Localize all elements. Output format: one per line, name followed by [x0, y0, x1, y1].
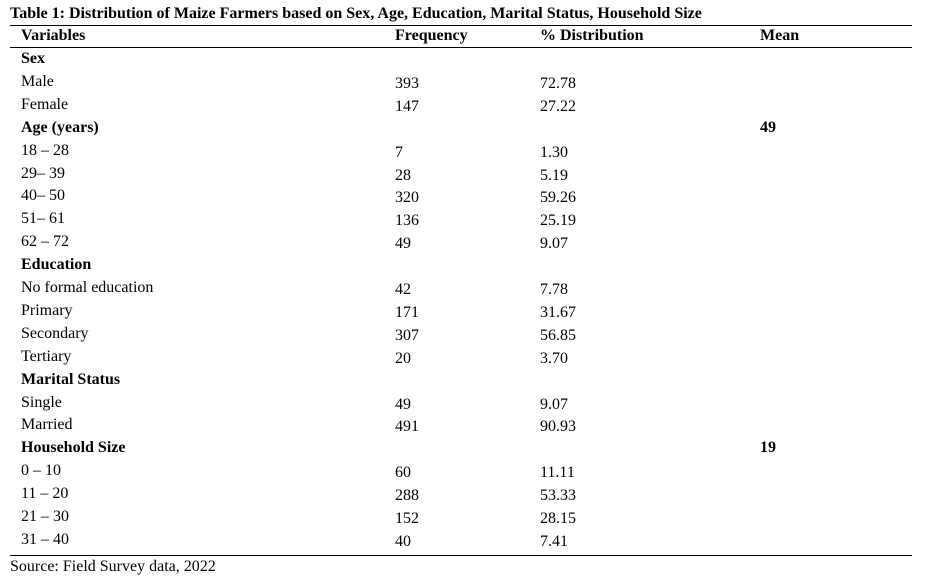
row-label: Household Size: [21, 439, 126, 457]
row-label: Sex: [21, 50, 45, 67]
row-frequency: 28: [395, 166, 411, 184]
table-row: 29– 39 28 5.19: [0, 165, 930, 188]
row-label: 62 – 72: [21, 233, 69, 251]
row-label: 11 – 20: [21, 485, 69, 503]
table-row: Tertiary 20 3.70: [0, 348, 930, 371]
row-frequency: 42: [395, 281, 411, 298]
row-distribution: 1.30: [540, 143, 568, 161]
row-distribution: 28.15: [540, 510, 576, 527]
row-frequency: 40: [395, 532, 411, 550]
group-row: Sex: [0, 50, 930, 73]
table-bottom-rule: [10, 555, 912, 556]
row-label: 18 – 28: [21, 141, 69, 159]
table-row: Male 393 72.78: [0, 73, 930, 96]
table-title: Table 1: Distribution of Maize Farmers b…: [10, 5, 702, 22]
row-distribution: 31.67: [540, 303, 576, 321]
row-distribution: 90.93: [540, 418, 576, 436]
row-frequency: 147: [395, 97, 419, 115]
row-label: 40– 50: [21, 187, 65, 205]
row-label: 0 – 10: [21, 462, 61, 480]
row-label: No formal education: [21, 279, 154, 296]
row-frequency: 307: [395, 326, 419, 344]
row-distribution: 7.78: [540, 281, 568, 298]
table-row: Married 491 90.93: [0, 416, 930, 439]
row-distribution: 7.41: [540, 532, 568, 550]
row-label: Single: [21, 393, 62, 411]
group-row: Household Size 19: [0, 439, 930, 462]
table-row: No formal education 42 7.78: [0, 279, 930, 302]
row-distribution: 72.78: [540, 74, 576, 92]
table-row: Primary 171 31.67: [0, 302, 930, 325]
table-row: 31 – 40 40 7.41: [0, 531, 930, 554]
table-row: Single 49 9.07: [0, 394, 930, 417]
table-row: Secondary 307 56.85: [0, 325, 930, 348]
row-distribution: 59.26: [540, 189, 576, 207]
table-row: 62 – 72 49 9.07: [0, 233, 930, 256]
table-row: 51– 61 136 25.19: [0, 210, 930, 233]
row-frequency: 49: [395, 235, 411, 253]
row-label: Age (years): [21, 118, 99, 136]
row-frequency: 152: [395, 510, 419, 527]
table-row: Female 147 27.22: [0, 96, 930, 119]
row-frequency: 136: [395, 212, 419, 230]
header-mean: Mean: [760, 27, 800, 44]
row-frequency: 20: [395, 349, 411, 367]
group-row: Age (years) 49: [0, 119, 930, 142]
row-distribution: 9.07: [540, 395, 568, 413]
row-distribution: 9.07: [540, 235, 568, 253]
row-label: Male: [21, 72, 54, 90]
row-distribution: 3.70: [540, 349, 568, 367]
row-label: Primary: [21, 301, 73, 319]
table-row: 18 – 28 7 1.30: [0, 142, 930, 165]
source-note: Source: Field Survey data, 2022: [10, 558, 216, 575]
table-row: 11 – 20 288 53.33: [0, 485, 930, 508]
row-label: Female: [21, 95, 69, 113]
row-label: 31 – 40: [21, 530, 69, 548]
row-distribution: 56.85: [540, 326, 576, 344]
row-label: 51– 61: [21, 210, 65, 228]
header-variables: Variables: [21, 27, 86, 44]
row-frequency: 49: [395, 395, 411, 413]
group-row: Education: [0, 256, 930, 279]
row-mean: 49: [760, 118, 776, 136]
row-label: Marital Status: [21, 370, 121, 388]
row-distribution: 27.22: [540, 97, 576, 115]
row-label: Secondary: [21, 324, 89, 342]
row-label: Education: [21, 256, 92, 274]
row-frequency: 60: [395, 464, 411, 482]
row-distribution: 53.33: [540, 487, 576, 505]
table-row: 40– 50 320 59.26: [0, 187, 930, 210]
row-label: Tertiary: [21, 347, 72, 365]
table-row: 21 – 30 152 28.15: [0, 508, 930, 531]
row-frequency: 393: [395, 74, 419, 92]
table-header-row: Variables Frequency % Distribution Mean: [0, 27, 930, 50]
row-frequency: 171: [395, 303, 419, 321]
row-label: 29– 39: [21, 164, 65, 182]
header-bottom-rule: [10, 47, 912, 48]
row-frequency: 7: [395, 143, 403, 161]
row-distribution: 11.11: [540, 464, 575, 482]
row-distribution: 5.19: [540, 166, 568, 184]
row-label: 21 – 30: [21, 508, 69, 525]
row-frequency: 320: [395, 189, 419, 207]
row-frequency: 491: [395, 418, 419, 436]
header-frequency: Frequency: [395, 27, 468, 44]
row-frequency: 288: [395, 487, 419, 505]
header-top-rule: [10, 25, 912, 26]
group-row: Marital Status: [0, 371, 930, 394]
row-distribution: 25.19: [540, 212, 576, 230]
table-row: 0 – 10 60 11.11: [0, 462, 930, 485]
header-distribution: % Distribution: [540, 27, 644, 44]
row-mean: 19: [760, 439, 776, 457]
row-label: Married: [21, 416, 73, 434]
